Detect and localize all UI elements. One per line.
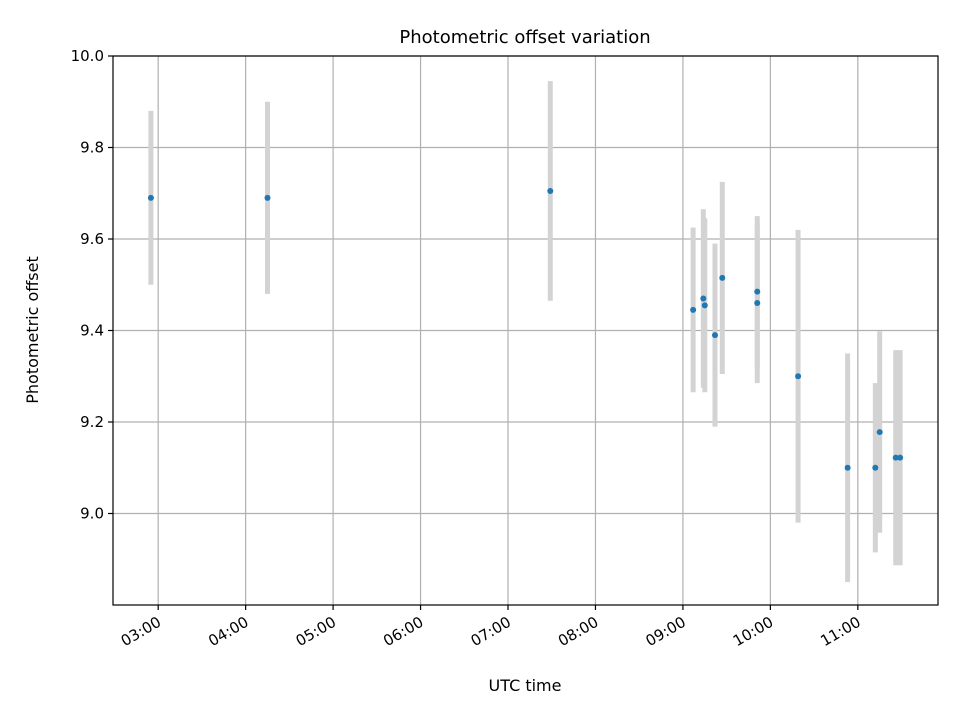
- data-point: [754, 300, 761, 307]
- chart-title: Photometric offset variation: [399, 27, 650, 48]
- data-point: [711, 332, 718, 339]
- y-tick-label: 9.4: [80, 322, 104, 340]
- y-tick-label: 9.0: [80, 505, 104, 523]
- data-points: [147, 187, 904, 471]
- data-point: [876, 429, 883, 436]
- data-point: [719, 274, 726, 281]
- y-axis-title: Photometric offset: [23, 256, 42, 404]
- data-point: [264, 194, 271, 201]
- data-point: [795, 373, 802, 380]
- data-point: [690, 306, 697, 313]
- data-point: [701, 302, 708, 309]
- data-point: [892, 454, 899, 461]
- x-axis-title: UTC time: [489, 676, 562, 695]
- data-point: [897, 454, 904, 461]
- data-point: [754, 288, 761, 295]
- y-tick-label: 9.2: [80, 413, 104, 431]
- data-point: [147, 194, 154, 201]
- y-tick-label: 10.0: [71, 47, 104, 65]
- data-point: [700, 295, 707, 302]
- data-point: [844, 464, 851, 471]
- y-axis: 9.0 9.2 9.4 9.6 9.8 10.0: [71, 47, 113, 523]
- data-point: [547, 187, 554, 194]
- data-point: [872, 464, 879, 471]
- y-tick-label: 9.8: [80, 139, 104, 157]
- y-tick-label: 9.6: [80, 230, 104, 248]
